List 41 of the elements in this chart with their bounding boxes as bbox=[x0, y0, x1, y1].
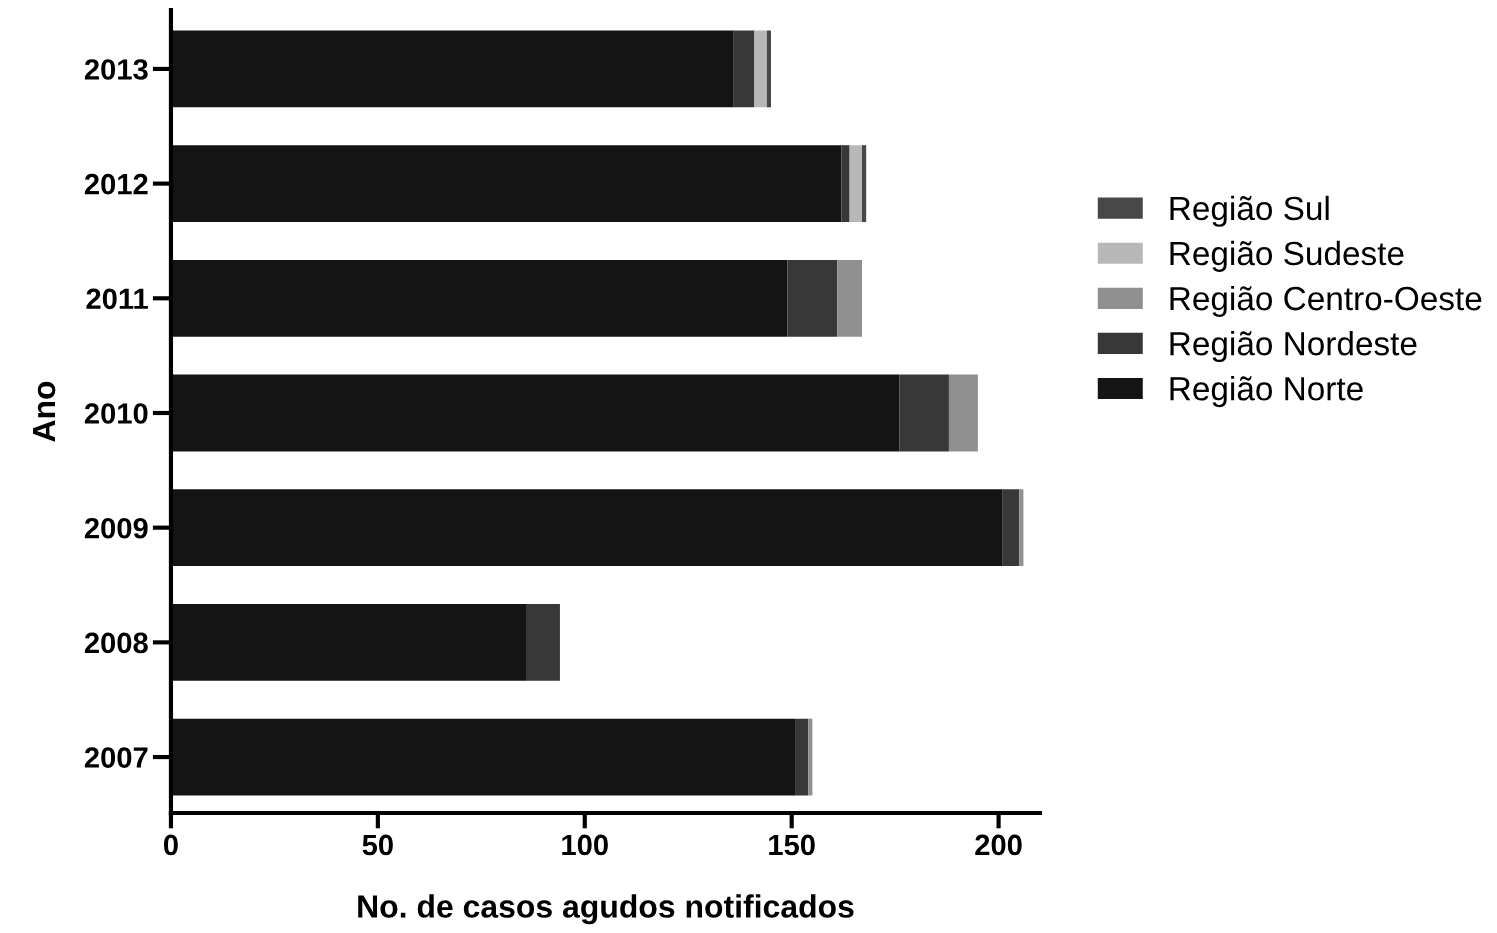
bar bbox=[170, 30, 734, 108]
y-tick-label: 2012 bbox=[84, 173, 148, 195]
bar bbox=[766, 30, 771, 108]
bar bbox=[526, 603, 560, 681]
x-tick-label: 150 bbox=[769, 834, 815, 856]
legend-label: Região Norte bbox=[1170, 376, 1363, 408]
bar bbox=[808, 718, 813, 796]
legend-label: Região Centro-Oeste bbox=[1170, 285, 1482, 317]
x-tick-label: 200 bbox=[975, 834, 1022, 856]
bar bbox=[841, 145, 850, 223]
bar bbox=[849, 145, 863, 223]
legend-label: Região Sudeste bbox=[1170, 240, 1404, 272]
bar bbox=[1002, 489, 1020, 567]
legend-label: Região Sul bbox=[1170, 195, 1329, 227]
bar bbox=[787, 259, 838, 337]
bar bbox=[899, 374, 949, 452]
x-tick-label: 50 bbox=[362, 834, 393, 856]
bar bbox=[170, 145, 842, 223]
bar bbox=[170, 603, 527, 681]
x-tick-label: 100 bbox=[562, 834, 608, 856]
y-tick-label: 2008 bbox=[84, 632, 148, 654]
bar bbox=[170, 259, 788, 337]
y-tick-label: 2010 bbox=[84, 403, 148, 424]
y-tick-label: 2007 bbox=[84, 747, 148, 768]
bar bbox=[170, 374, 900, 452]
x-tick-label: 0 bbox=[164, 834, 178, 856]
bar bbox=[837, 259, 863, 337]
y-tick-label: 2009 bbox=[84, 517, 148, 539]
y-tick-label: 2013 bbox=[84, 59, 148, 80]
legend-label: Região Nordeste bbox=[1170, 330, 1417, 363]
bar bbox=[733, 30, 755, 108]
bar bbox=[948, 374, 978, 452]
y-tick-label: 2011 bbox=[86, 288, 148, 310]
bar bbox=[795, 718, 809, 796]
x-axis-title: No. de casos agudos notificados bbox=[358, 894, 854, 925]
bar bbox=[754, 30, 767, 108]
bar bbox=[170, 489, 1003, 567]
bar bbox=[1019, 489, 1024, 567]
y-axis-title: Ano bbox=[33, 381, 56, 442]
bar bbox=[170, 718, 796, 796]
bar bbox=[862, 145, 867, 223]
